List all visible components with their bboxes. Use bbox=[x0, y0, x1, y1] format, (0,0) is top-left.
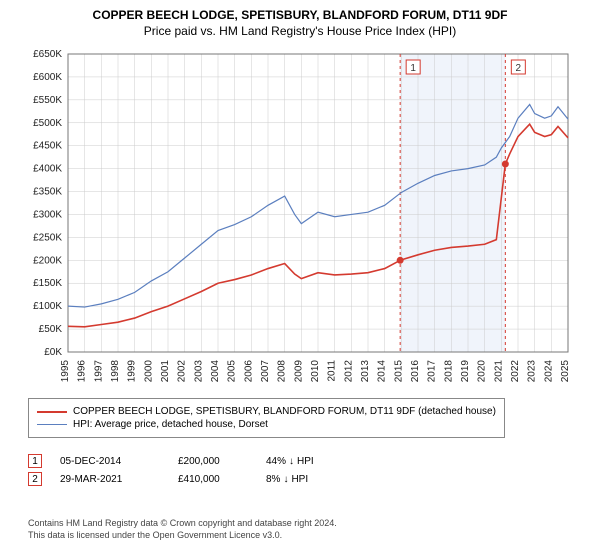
svg-text:2022: 2022 bbox=[510, 360, 521, 383]
svg-text:2012: 2012 bbox=[343, 360, 354, 383]
svg-text:2: 2 bbox=[516, 63, 522, 74]
svg-text:2014: 2014 bbox=[377, 360, 388, 383]
svg-text:£200K: £200K bbox=[33, 255, 62, 266]
legend-label: HPI: Average price, detached house, Dors… bbox=[73, 419, 268, 430]
svg-text:2015: 2015 bbox=[393, 360, 404, 383]
svg-text:1997: 1997 bbox=[93, 360, 104, 383]
svg-text:£500K: £500K bbox=[33, 118, 62, 129]
legend-swatch bbox=[37, 424, 67, 425]
transaction-row: 2 29-MAR-2021 £410,000 8%↓HPI bbox=[28, 470, 356, 488]
legend-item: HPI: Average price, detached house, Dors… bbox=[37, 418, 496, 431]
chart-svg: £0K £50K £100K £150K £200K £250K £300K £350K £40… bbox=[20, 42, 580, 392]
svg-text:£600K: £600K bbox=[33, 72, 62, 83]
transaction-price: £410,000 bbox=[178, 474, 248, 485]
svg-text:2004: 2004 bbox=[210, 360, 221, 383]
svg-text:2000: 2000 bbox=[143, 360, 154, 383]
svg-text:£650K: £650K bbox=[33, 49, 62, 60]
svg-text:2001: 2001 bbox=[160, 360, 171, 383]
chart-container: COPPER BEECH LODGE, SPETISBURY, BLANDFOR… bbox=[0, 0, 600, 560]
svg-text:£350K: £350K bbox=[33, 187, 62, 198]
plot-area: £0K £50K £100K £150K £200K £250K £300K £350K £40… bbox=[20, 42, 580, 397]
transaction-date: 29-MAR-2021 bbox=[60, 474, 160, 485]
svg-text:2007: 2007 bbox=[260, 360, 271, 383]
legend: COPPER BEECH LODGE, SPETISBURY, BLANDFOR… bbox=[28, 398, 505, 438]
svg-text:2003: 2003 bbox=[193, 360, 204, 383]
credit-text: Contains HM Land Registry data © Crown c… bbox=[28, 518, 337, 541]
svg-text:2005: 2005 bbox=[227, 360, 238, 383]
svg-text:2019: 2019 bbox=[460, 360, 471, 383]
svg-text:1998: 1998 bbox=[110, 360, 121, 383]
transaction-marker: 1 bbox=[28, 454, 42, 468]
transaction-price: £200,000 bbox=[178, 456, 248, 467]
svg-text:1999: 1999 bbox=[127, 360, 138, 383]
chart-subtitle: Price paid vs. HM Land Registry's House … bbox=[0, 22, 600, 38]
svg-text:2021: 2021 bbox=[493, 360, 504, 383]
svg-text:£300K: £300K bbox=[33, 209, 62, 220]
svg-text:1995: 1995 bbox=[60, 360, 71, 383]
svg-text:£250K: £250K bbox=[33, 232, 62, 243]
transaction-pct: 8%↓HPI bbox=[266, 474, 356, 485]
svg-text:2018: 2018 bbox=[443, 360, 454, 383]
svg-text:2016: 2016 bbox=[410, 360, 421, 383]
transaction-row: 1 05-DEC-2014 £200,000 44%↓HPI bbox=[28, 452, 356, 470]
svg-text:£400K: £400K bbox=[33, 164, 62, 175]
chart-title: COPPER BEECH LODGE, SPETISBURY, BLANDFOR… bbox=[0, 0, 600, 22]
svg-text:1996: 1996 bbox=[77, 360, 88, 383]
credit-line-2: This data is licensed under the Open Gov… bbox=[28, 530, 282, 540]
svg-text:£450K: £450K bbox=[33, 141, 62, 152]
legend-swatch bbox=[37, 411, 67, 413]
svg-text:2006: 2006 bbox=[243, 360, 254, 383]
svg-text:2008: 2008 bbox=[277, 360, 288, 383]
down-arrow-icon: ↓ bbox=[289, 456, 294, 467]
transaction-date: 05-DEC-2014 bbox=[60, 456, 160, 467]
svg-text:2011: 2011 bbox=[327, 360, 338, 382]
svg-text:2010: 2010 bbox=[310, 360, 321, 383]
svg-text:£50K: £50K bbox=[39, 324, 63, 335]
svg-text:£0K: £0K bbox=[44, 347, 62, 358]
svg-text:£550K: £550K bbox=[33, 95, 62, 106]
svg-text:2009: 2009 bbox=[293, 360, 304, 383]
svg-text:£150K: £150K bbox=[33, 278, 62, 289]
legend-label: COPPER BEECH LODGE, SPETISBURY, BLANDFOR… bbox=[73, 406, 496, 417]
svg-text:2013: 2013 bbox=[360, 360, 371, 383]
svg-text:2025: 2025 bbox=[560, 360, 571, 383]
down-arrow-icon: ↓ bbox=[283, 474, 288, 485]
svg-text:2002: 2002 bbox=[177, 360, 188, 383]
svg-text:1: 1 bbox=[410, 63, 416, 74]
svg-text:£100K: £100K bbox=[33, 301, 62, 312]
legend-item: COPPER BEECH LODGE, SPETISBURY, BLANDFOR… bbox=[37, 405, 496, 418]
credit-line-1: Contains HM Land Registry data © Crown c… bbox=[28, 518, 337, 528]
svg-text:2017: 2017 bbox=[427, 360, 438, 383]
transaction-pct: 44%↓HPI bbox=[266, 456, 356, 467]
transaction-marker: 2 bbox=[28, 472, 42, 486]
svg-text:2020: 2020 bbox=[477, 360, 488, 383]
svg-text:2024: 2024 bbox=[543, 360, 554, 383]
svg-text:2023: 2023 bbox=[527, 360, 538, 383]
transaction-table: 1 05-DEC-2014 £200,000 44%↓HPI 2 29-MAR-2021 £… bbox=[28, 452, 356, 488]
